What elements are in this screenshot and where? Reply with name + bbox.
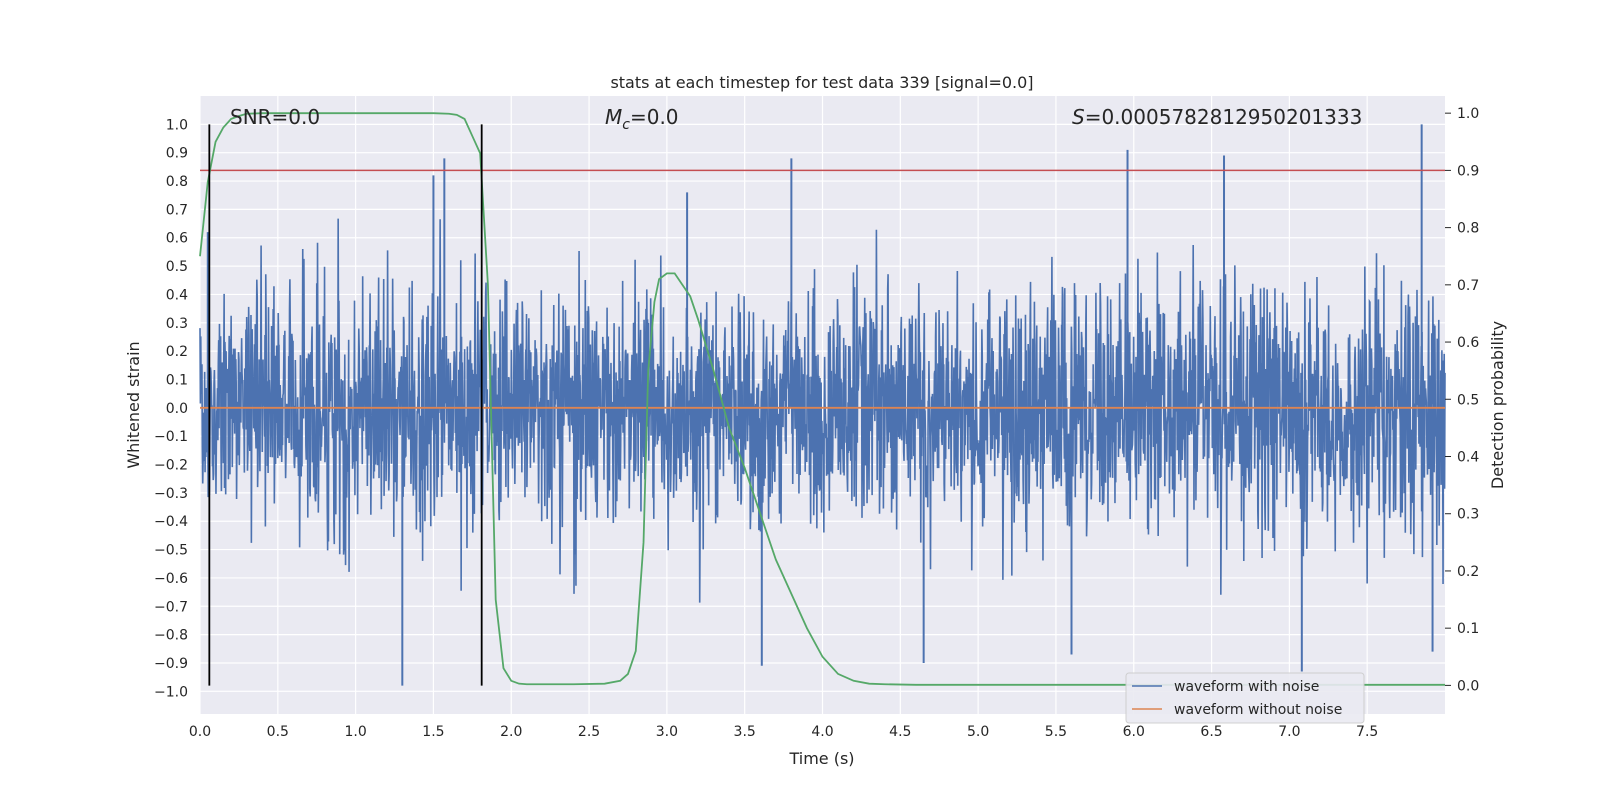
y-left-tick-label: −0.4	[154, 514, 188, 530]
y-left-tick-label: −0.8	[154, 628, 188, 644]
y-left-tick-label: −0.1	[154, 429, 188, 445]
y-left-tick-label: 0.1	[166, 372, 188, 388]
x-tick-label: 6.0	[1123, 724, 1145, 740]
y-right-tick-label: 1.0	[1457, 106, 1479, 122]
annotation-mc-symbol: M	[605, 105, 622, 129]
chart-title: stats at each timestep for test data 339…	[610, 73, 1033, 92]
y-left-tick-label: 0.3	[166, 316, 188, 332]
y-left-tick-label: 0.0	[166, 401, 188, 417]
y-right-tick-label: 0.7	[1457, 278, 1479, 294]
y-left-tick-label: 0.6	[166, 231, 188, 247]
y-left-tick-label: −0.2	[154, 458, 188, 474]
y-axis-left-label: Whitened strain	[124, 341, 143, 468]
legend-label-clean: waveform without noise	[1174, 702, 1342, 718]
y-left-tick-label: 0.5	[166, 259, 188, 275]
x-tick-label: 3.0	[656, 724, 678, 740]
x-tick-label: 2.5	[578, 724, 600, 740]
series-lines	[199, 112, 1445, 686]
y-right-tick-label: 0.1	[1457, 621, 1479, 637]
y-left-tick-label: 0.2	[166, 344, 188, 360]
y-left-tick-label: 0.9	[166, 146, 188, 162]
x-tick-label: 4.5	[889, 724, 911, 740]
y-left-tick-label: 0.4	[166, 287, 188, 303]
y-left-tick-label: −0.6	[154, 571, 188, 587]
annotation-snr: SNR=0.0	[230, 105, 320, 129]
x-tick-label: 1.0	[344, 724, 366, 740]
y-left-tick-label: 0.8	[166, 174, 188, 190]
y-right-tick-label: 0.9	[1457, 163, 1479, 179]
annotation-mc-subscript: c	[622, 117, 630, 133]
y-left-tick-label: −0.9	[154, 656, 188, 672]
axis-ticks: 0.0 0.5 1.0 1.5 2.0 2.5 3.0 3.5 4.0 4.5 5.0 5.5 6.0 6…	[154, 106, 1479, 740]
x-tick-label: 4.0	[811, 724, 833, 740]
x-tick-label: 6.5	[1200, 724, 1222, 740]
legend: waveform with noise waveform without noi…	[1125, 672, 1365, 724]
y-right-tick-label: 0.6	[1457, 335, 1479, 351]
noise-waveform-area	[199, 124, 1446, 686]
x-tick-label: 0.0	[189, 724, 211, 740]
x-tick-label: 7.0	[1278, 724, 1300, 740]
annotation-s-statistic: S=0.0005782812950201333	[1072, 105, 1362, 129]
legend-label-noise: waveform with noise	[1174, 679, 1319, 695]
series-detection-probability	[199, 112, 1445, 686]
x-tick-label: 1.5	[422, 724, 444, 740]
x-tick-label: 5.5	[1045, 724, 1067, 740]
annotation-chirp-mass: Mc=0.0	[605, 105, 679, 133]
series-noise-waveform	[199, 218, 1446, 603]
y-right-tick-label: 0.5	[1457, 392, 1479, 408]
x-tick-label: 0.5	[267, 724, 289, 740]
y-left-tick-label: −1.0	[154, 684, 188, 700]
y-right-tick-label: 0.8	[1457, 221, 1479, 237]
annotation-s-value: =0.0005782812950201333	[1085, 105, 1363, 129]
annotation-mc-value: =0.0	[630, 105, 679, 129]
y-left-tick-label: 1.0	[166, 117, 188, 133]
y-left-tick-label: −0.5	[154, 543, 188, 559]
y-left-tick-label: 0.7	[166, 202, 188, 218]
x-tick-label: 2.0	[500, 724, 522, 740]
x-axis-label: Time (s)	[788, 749, 854, 768]
y-left-tick-label: −0.3	[154, 486, 188, 502]
annotation-s-symbol: S	[1072, 105, 1085, 129]
x-tick-label: 3.5	[734, 724, 756, 740]
y-right-tick-label: 0.0	[1457, 678, 1479, 694]
legend-box	[1125, 672, 1365, 724]
y-right-tick-label: 0.2	[1457, 564, 1479, 580]
x-tick-label: 7.5	[1356, 724, 1378, 740]
x-tick-label: 5.0	[967, 724, 989, 740]
y-left-tick-label: −0.7	[154, 599, 188, 615]
y-axis-right-label: Detection probability	[1488, 321, 1507, 489]
y-right-tick-label: 0.3	[1457, 507, 1479, 523]
y-right-tick-label: 0.4	[1457, 450, 1479, 466]
